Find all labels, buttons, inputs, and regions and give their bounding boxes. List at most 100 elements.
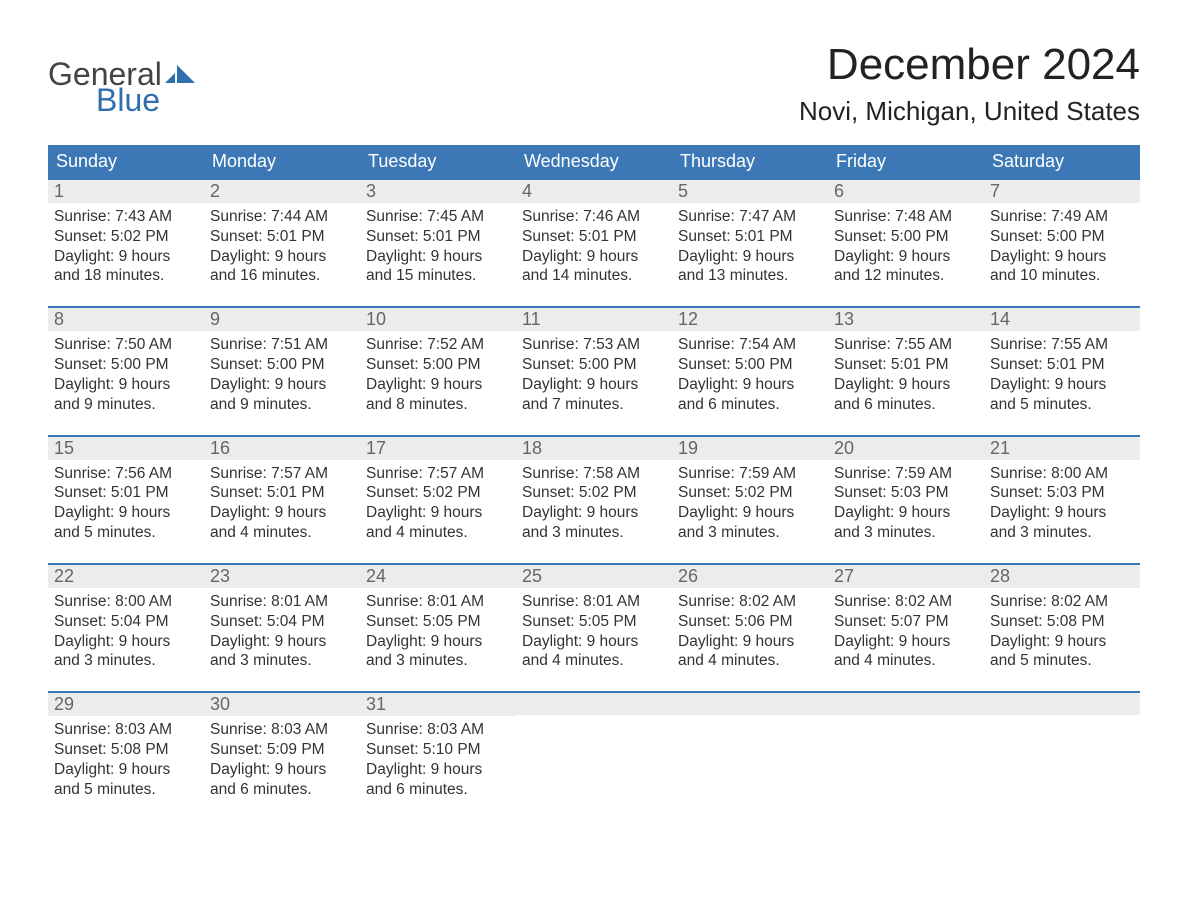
sunrise-text: Sunrise: 7:44 AM bbox=[210, 207, 354, 227]
day-number: 3 bbox=[360, 180, 516, 203]
sunrise-text: Sunrise: 7:57 AM bbox=[210, 464, 354, 484]
daylight-text: Daylight: 9 hours and 7 minutes. bbox=[522, 375, 666, 415]
day-number: 25 bbox=[516, 565, 672, 588]
sunset-text: Sunset: 5:00 PM bbox=[522, 355, 666, 375]
daylight-text: Daylight: 9 hours and 9 minutes. bbox=[54, 375, 198, 415]
sunrise-text: Sunrise: 7:47 AM bbox=[678, 207, 822, 227]
sunset-text: Sunset: 5:02 PM bbox=[678, 483, 822, 503]
sunset-text: Sunset: 5:01 PM bbox=[990, 355, 1134, 375]
daylight-text: Daylight: 9 hours and 5 minutes. bbox=[990, 375, 1134, 415]
day-details: Sunrise: 8:02 AMSunset: 5:07 PMDaylight:… bbox=[828, 588, 984, 677]
day-number: 10 bbox=[360, 308, 516, 331]
sunset-text: Sunset: 5:01 PM bbox=[834, 355, 978, 375]
day-number: 19 bbox=[672, 437, 828, 460]
day-number: 27 bbox=[828, 565, 984, 588]
day-details: Sunrise: 7:50 AMSunset: 5:00 PMDaylight:… bbox=[48, 331, 204, 420]
sunset-text: Sunset: 5:01 PM bbox=[366, 227, 510, 247]
daylight-text: Daylight: 9 hours and 3 minutes. bbox=[210, 632, 354, 672]
day-details: Sunrise: 7:57 AMSunset: 5:02 PMDaylight:… bbox=[360, 460, 516, 549]
day-number: 11 bbox=[516, 308, 672, 331]
days-of-week-header: Sunday Monday Tuesday Wednesday Thursday… bbox=[48, 145, 1140, 178]
day-details: Sunrise: 7:51 AMSunset: 5:00 PMDaylight:… bbox=[204, 331, 360, 420]
logo: General Blue bbox=[48, 40, 195, 116]
day-number: 29 bbox=[48, 693, 204, 716]
day-number: 21 bbox=[984, 437, 1140, 460]
day-details: Sunrise: 7:43 AMSunset: 5:02 PMDaylight:… bbox=[48, 203, 204, 292]
day-number: 20 bbox=[828, 437, 984, 460]
sunset-text: Sunset: 5:01 PM bbox=[678, 227, 822, 247]
day-number: 5 bbox=[672, 180, 828, 203]
day-details: Sunrise: 7:55 AMSunset: 5:01 PMDaylight:… bbox=[828, 331, 984, 420]
sunset-text: Sunset: 5:02 PM bbox=[522, 483, 666, 503]
calendar-day: 20Sunrise: 7:59 AMSunset: 5:03 PMDayligh… bbox=[828, 437, 984, 549]
sunrise-text: Sunrise: 7:59 AM bbox=[678, 464, 822, 484]
calendar-week: 22Sunrise: 8:00 AMSunset: 5:04 PMDayligh… bbox=[48, 563, 1140, 677]
daylight-text: Daylight: 9 hours and 6 minutes. bbox=[210, 760, 354, 800]
day-details: Sunrise: 8:01 AMSunset: 5:05 PMDaylight:… bbox=[516, 588, 672, 677]
day-number bbox=[984, 693, 1140, 715]
calendar: Sunday Monday Tuesday Wednesday Thursday… bbox=[48, 145, 1140, 806]
day-number: 17 bbox=[360, 437, 516, 460]
dow-cell: Tuesday bbox=[360, 145, 516, 178]
day-number: 12 bbox=[672, 308, 828, 331]
sunset-text: Sunset: 5:00 PM bbox=[210, 355, 354, 375]
day-details: Sunrise: 8:03 AMSunset: 5:08 PMDaylight:… bbox=[48, 716, 204, 805]
sunset-text: Sunset: 5:05 PM bbox=[366, 612, 510, 632]
sunrise-text: Sunrise: 8:02 AM bbox=[990, 592, 1134, 612]
calendar-day: 1Sunrise: 7:43 AMSunset: 5:02 PMDaylight… bbox=[48, 180, 204, 292]
sunrise-text: Sunrise: 8:02 AM bbox=[834, 592, 978, 612]
calendar-day: 4Sunrise: 7:46 AMSunset: 5:01 PMDaylight… bbox=[516, 180, 672, 292]
sunrise-text: Sunrise: 7:45 AM bbox=[366, 207, 510, 227]
sunset-text: Sunset: 5:04 PM bbox=[210, 612, 354, 632]
day-details: Sunrise: 7:59 AMSunset: 5:03 PMDaylight:… bbox=[828, 460, 984, 549]
day-details: Sunrise: 7:54 AMSunset: 5:00 PMDaylight:… bbox=[672, 331, 828, 420]
daylight-text: Daylight: 9 hours and 9 minutes. bbox=[210, 375, 354, 415]
calendar-day: 14Sunrise: 7:55 AMSunset: 5:01 PMDayligh… bbox=[984, 308, 1140, 420]
dow-cell: Thursday bbox=[672, 145, 828, 178]
flag-icon bbox=[165, 65, 195, 83]
day-details: Sunrise: 7:58 AMSunset: 5:02 PMDaylight:… bbox=[516, 460, 672, 549]
daylight-text: Daylight: 9 hours and 18 minutes. bbox=[54, 247, 198, 287]
sunset-text: Sunset: 5:03 PM bbox=[834, 483, 978, 503]
sunrise-text: Sunrise: 7:46 AM bbox=[522, 207, 666, 227]
calendar-day: 30Sunrise: 8:03 AMSunset: 5:09 PMDayligh… bbox=[204, 693, 360, 805]
daylight-text: Daylight: 9 hours and 5 minutes. bbox=[990, 632, 1134, 672]
daylight-text: Daylight: 9 hours and 13 minutes. bbox=[678, 247, 822, 287]
calendar-day: 13Sunrise: 7:55 AMSunset: 5:01 PMDayligh… bbox=[828, 308, 984, 420]
sunset-text: Sunset: 5:00 PM bbox=[990, 227, 1134, 247]
daylight-text: Daylight: 9 hours and 4 minutes. bbox=[522, 632, 666, 672]
daylight-text: Daylight: 9 hours and 3 minutes. bbox=[522, 503, 666, 543]
sunset-text: Sunset: 5:07 PM bbox=[834, 612, 978, 632]
day-number: 30 bbox=[204, 693, 360, 716]
day-number: 4 bbox=[516, 180, 672, 203]
calendar-day: 9Sunrise: 7:51 AMSunset: 5:00 PMDaylight… bbox=[204, 308, 360, 420]
calendar-day: 29Sunrise: 8:03 AMSunset: 5:08 PMDayligh… bbox=[48, 693, 204, 805]
sunset-text: Sunset: 5:04 PM bbox=[54, 612, 198, 632]
sunrise-text: Sunrise: 8:01 AM bbox=[210, 592, 354, 612]
sunset-text: Sunset: 5:06 PM bbox=[678, 612, 822, 632]
day-details: Sunrise: 8:00 AMSunset: 5:03 PMDaylight:… bbox=[984, 460, 1140, 549]
calendar-day: 23Sunrise: 8:01 AMSunset: 5:04 PMDayligh… bbox=[204, 565, 360, 677]
sunset-text: Sunset: 5:10 PM bbox=[366, 740, 510, 760]
sunset-text: Sunset: 5:00 PM bbox=[678, 355, 822, 375]
sunset-text: Sunset: 5:03 PM bbox=[990, 483, 1134, 503]
daylight-text: Daylight: 9 hours and 4 minutes. bbox=[678, 632, 822, 672]
sunrise-text: Sunrise: 7:55 AM bbox=[834, 335, 978, 355]
daylight-text: Daylight: 9 hours and 3 minutes. bbox=[366, 632, 510, 672]
sunrise-text: Sunrise: 8:03 AM bbox=[54, 720, 198, 740]
sunset-text: Sunset: 5:02 PM bbox=[366, 483, 510, 503]
calendar-day: 31Sunrise: 8:03 AMSunset: 5:10 PMDayligh… bbox=[360, 693, 516, 805]
day-details: Sunrise: 8:02 AMSunset: 5:08 PMDaylight:… bbox=[984, 588, 1140, 677]
daylight-text: Daylight: 9 hours and 6 minutes. bbox=[834, 375, 978, 415]
daylight-text: Daylight: 9 hours and 4 minutes. bbox=[834, 632, 978, 672]
day-details: Sunrise: 7:45 AMSunset: 5:01 PMDaylight:… bbox=[360, 203, 516, 292]
calendar-day: 19Sunrise: 7:59 AMSunset: 5:02 PMDayligh… bbox=[672, 437, 828, 549]
sunset-text: Sunset: 5:02 PM bbox=[54, 227, 198, 247]
day-details: Sunrise: 8:00 AMSunset: 5:04 PMDaylight:… bbox=[48, 588, 204, 677]
page-header: General Blue December 2024 Novi, Michiga… bbox=[48, 40, 1140, 127]
day-details: Sunrise: 7:59 AMSunset: 5:02 PMDaylight:… bbox=[672, 460, 828, 549]
calendar-day: 11Sunrise: 7:53 AMSunset: 5:00 PMDayligh… bbox=[516, 308, 672, 420]
sunrise-text: Sunrise: 7:55 AM bbox=[990, 335, 1134, 355]
daylight-text: Daylight: 9 hours and 4 minutes. bbox=[210, 503, 354, 543]
daylight-text: Daylight: 9 hours and 14 minutes. bbox=[522, 247, 666, 287]
